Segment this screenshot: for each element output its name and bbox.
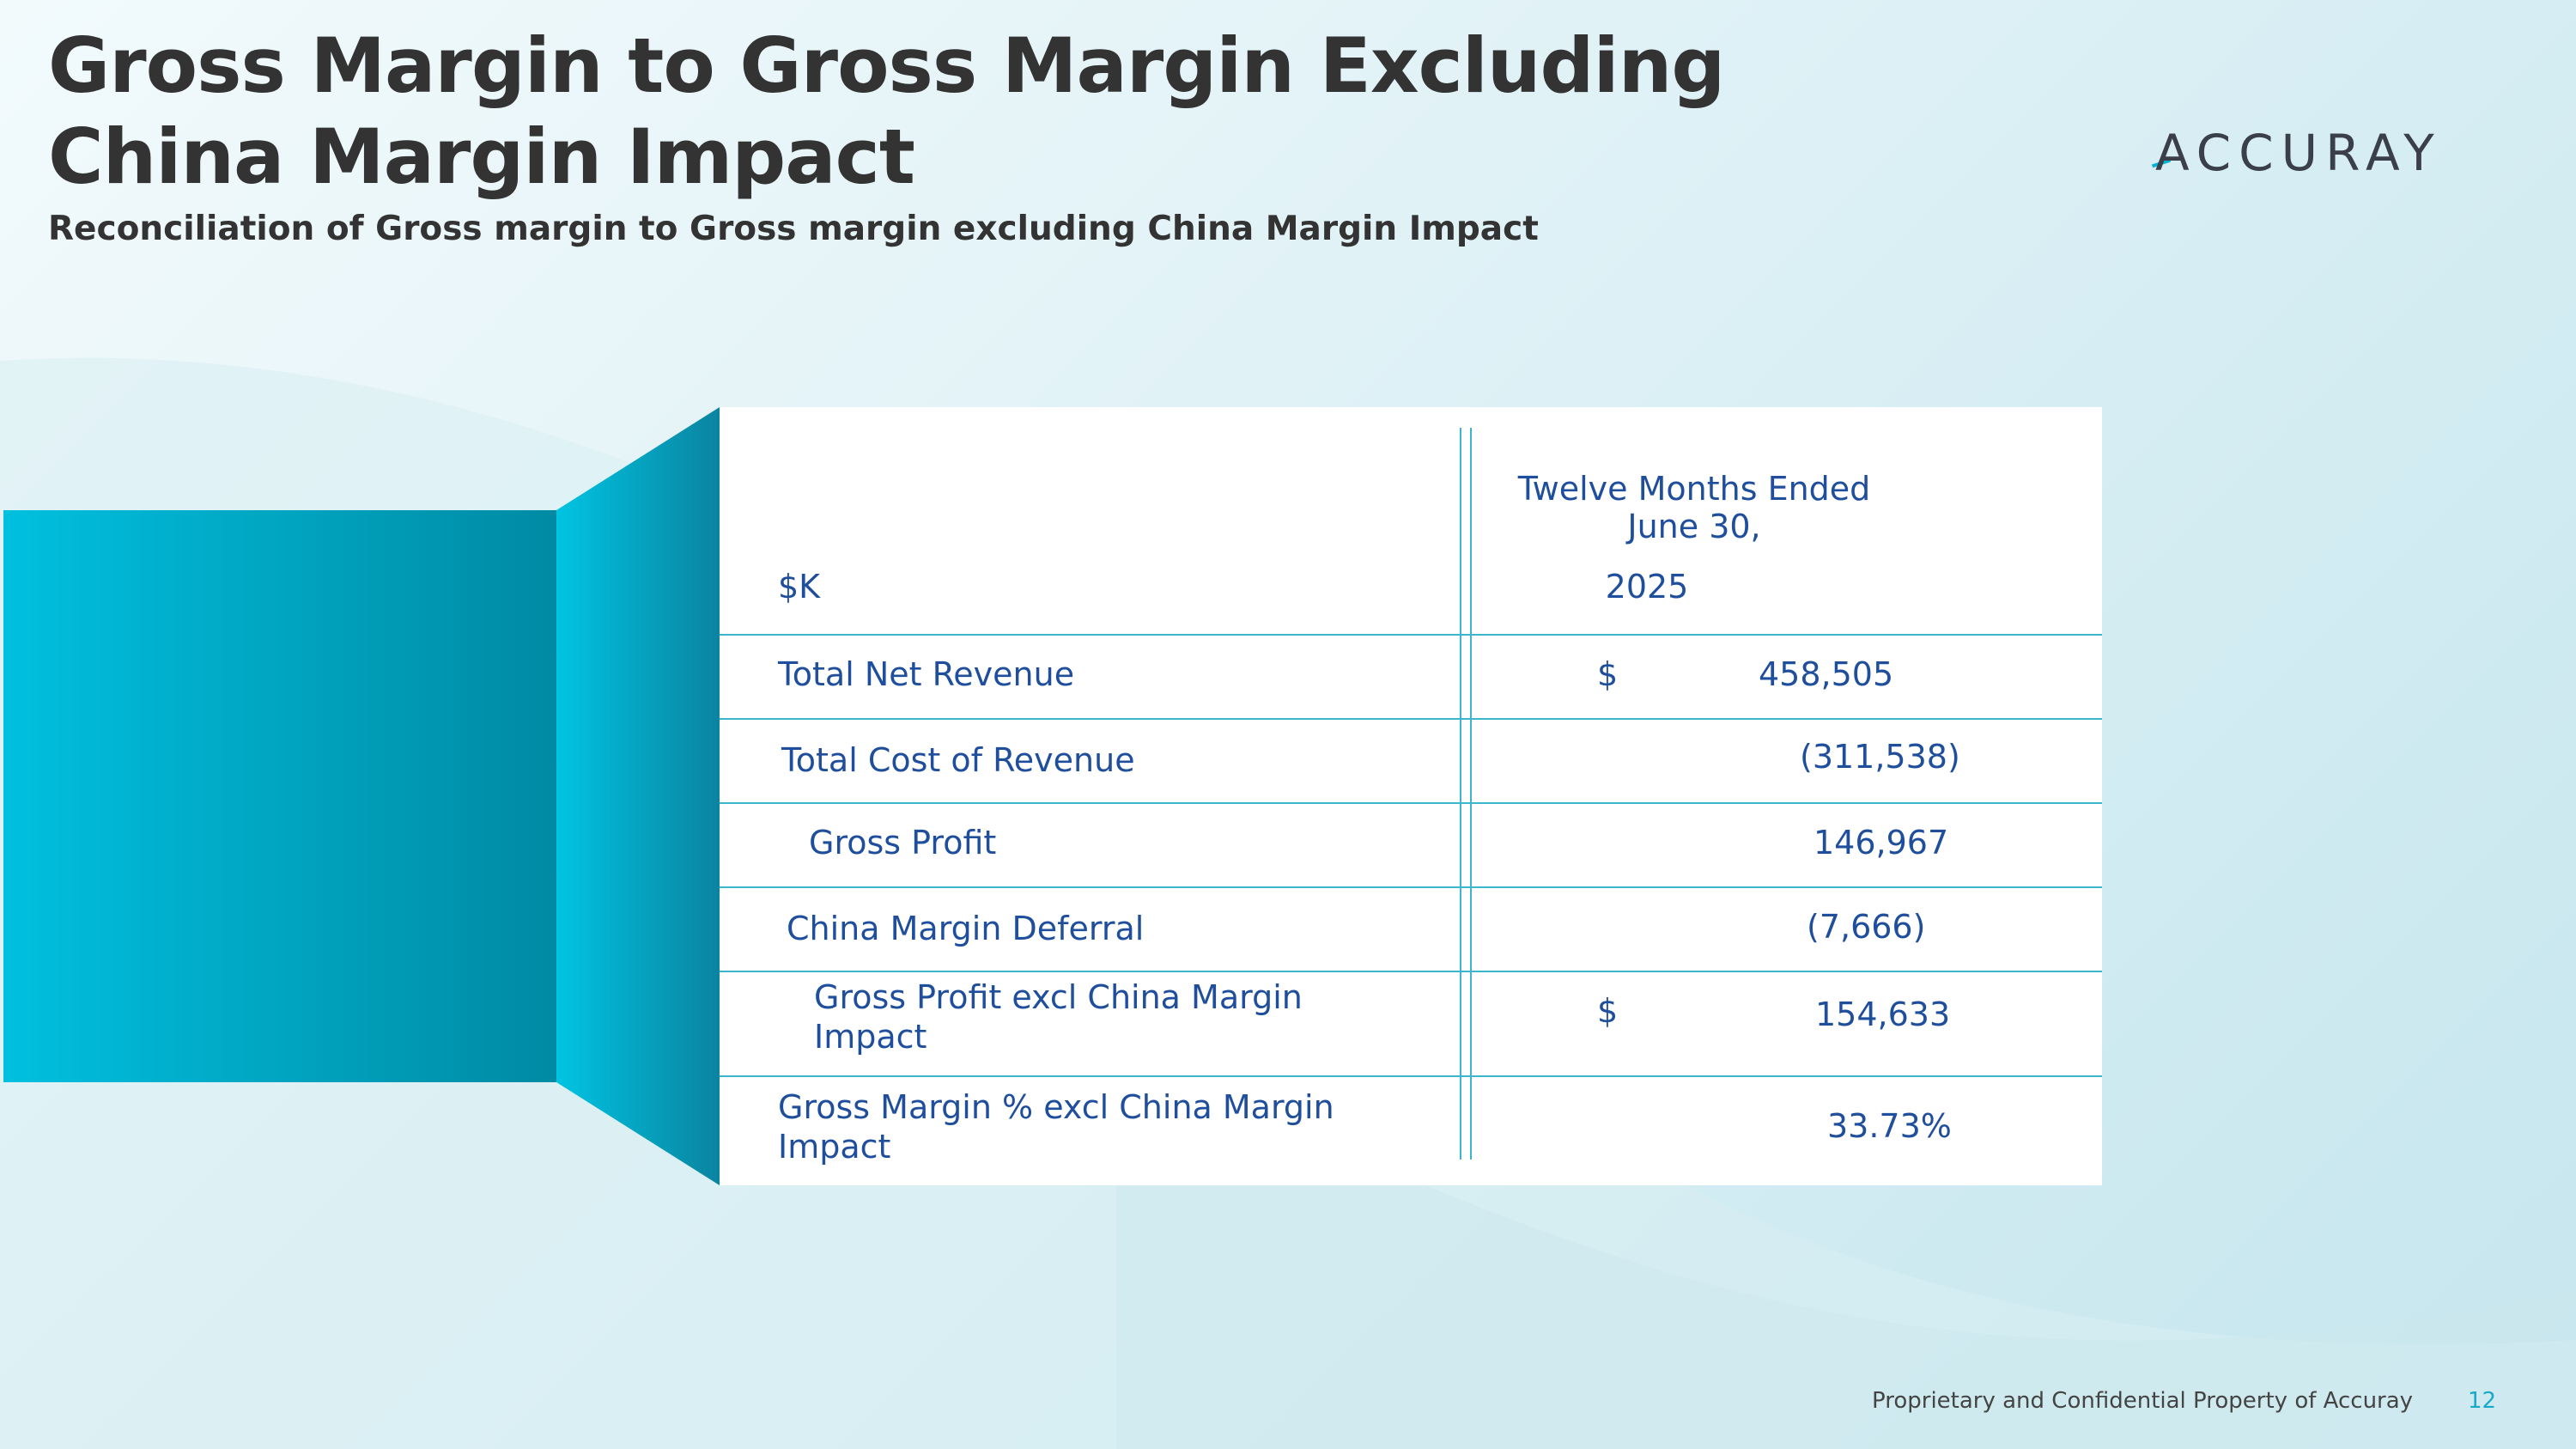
- table-row: Total Net Revenue $ 458,505: [720, 636, 2102, 720]
- row-label-line2: Impact: [778, 1128, 891, 1166]
- row-label: Total Net Revenue: [778, 655, 1075, 693]
- table-row: China Margin Deferral (7,666): [720, 888, 2102, 972]
- page-title: Gross Margin to Gross Margin Excluding C…: [48, 21, 1725, 201]
- column-divider: [1460, 428, 1472, 1160]
- row-value: 154,633: [1815, 995, 1951, 1033]
- row-value: (7,666): [1807, 908, 1926, 946]
- row-value: 458,505: [1759, 655, 1894, 693]
- row-label: Total Cost of Revenue: [781, 741, 1135, 779]
- row-currency: $: [1597, 992, 1619, 1030]
- table-header-row: $K Twelve Months Ended June 30, 2025: [720, 407, 2102, 636]
- row-value: (311,538): [1800, 738, 1960, 776]
- table-row: Gross Profit excl China Margin Impact $ …: [720, 972, 2102, 1077]
- row-label-line1: Gross Margin % excl China Margin: [778, 1088, 1334, 1126]
- row-label: China Margin Deferral: [787, 910, 1145, 947]
- row-label-line2: Impact: [814, 1018, 927, 1056]
- page-number: 12: [2468, 1388, 2497, 1414]
- row-value: 33.73%: [1827, 1107, 1952, 1145]
- header-year: 2025: [1605, 568, 1689, 606]
- header-period-line2: June 30,: [1627, 508, 1761, 545]
- page-subtitle: Reconciliation of Gross margin to Gross …: [48, 210, 1539, 248]
- row-value: 146,967: [1814, 824, 1949, 861]
- footer-confidential: Proprietary and Confidential Property of…: [1872, 1388, 2414, 1414]
- header-unit: $K: [778, 568, 821, 606]
- decorative-prism: [3, 407, 720, 1185]
- row-label: Gross Profit: [809, 824, 997, 861]
- accuray-logo: ACCURAY: [2155, 124, 2442, 182]
- reconciliation-table: $K Twelve Months Ended June 30, 2025 Tot…: [720, 407, 2102, 1185]
- header-period-line1: Twelve Months Ended: [1517, 470, 1871, 508]
- row-label-line1: Gross Profit excl China Margin: [814, 978, 1303, 1016]
- row-currency: $: [1597, 655, 1619, 693]
- table-row: Gross Margin % excl China Margin Impact …: [720, 1077, 2102, 1185]
- table-row: Total Cost of Revenue (311,538): [720, 720, 2102, 804]
- table-row: Gross Profit 146,967: [720, 804, 2102, 888]
